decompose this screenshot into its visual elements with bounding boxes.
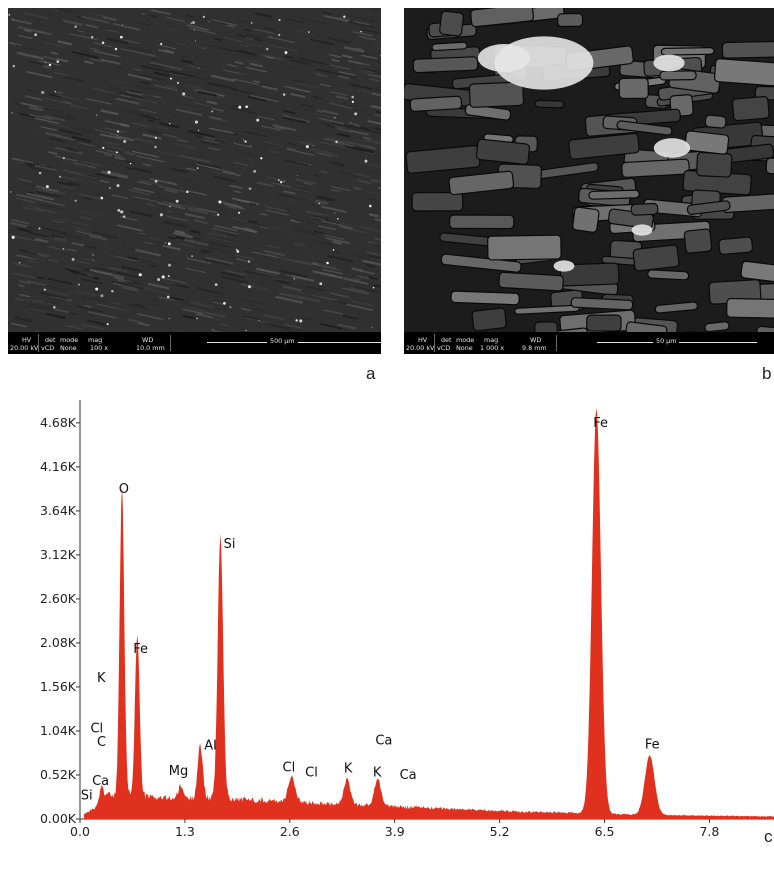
mode-column: mode None <box>456 336 474 352</box>
peak-label: Fe <box>645 738 660 753</box>
mode-value: None <box>60 344 77 352</box>
peak-label: O <box>119 482 129 497</box>
panel-label-a: a <box>366 364 376 383</box>
wd-header: WD <box>142 336 154 344</box>
det-header: det <box>441 336 452 344</box>
sem-panel-a: HV 20.00 kV det vCD mode None mag 100 x … <box>8 8 381 354</box>
peak-label: K <box>344 761 353 776</box>
y-tick-label: 1.04K <box>40 723 77 738</box>
hv-header: HV <box>22 336 32 344</box>
y-tick-label: 0.52K <box>40 767 77 782</box>
peak-label: Cl <box>305 766 318 781</box>
det-value: vCD <box>437 344 451 352</box>
mag-header: mag <box>88 336 103 344</box>
mode-header: mode <box>60 336 79 344</box>
mag-column: mag 100 x <box>84 336 108 352</box>
scale-bar: 50 µm <box>556 335 774 351</box>
det-header: det <box>45 336 56 344</box>
x-tick-label: 6.5 <box>595 824 615 839</box>
det-value: vCD <box>41 344 55 352</box>
sem-panel-b: HV 20.00 kV det vCD mode None mag 1 000 … <box>404 8 774 354</box>
peak-label: Ca <box>375 734 392 749</box>
hv-header: HV <box>418 336 428 344</box>
mag-column: mag 1 000 x <box>480 336 504 352</box>
y-tick-label: 3.64K <box>40 503 77 518</box>
peak-label: Cl <box>90 722 103 737</box>
mode-column: mode None <box>60 336 78 352</box>
det-column: det vCD <box>437 336 452 352</box>
peak-label: Si <box>81 789 93 804</box>
wd-header: WD <box>530 336 542 344</box>
scale-bar: 500 µm <box>170 335 381 351</box>
peak-label: Al <box>204 739 217 754</box>
sem-micrograph-b <box>404 8 774 332</box>
wd-column: WD 9.8 mm <box>522 336 547 352</box>
x-tick-label: 2.6 <box>280 824 300 839</box>
mag-value: 1 000 x <box>480 344 505 352</box>
peak-label: Ca <box>400 768 417 783</box>
scale-bar-label: 500 µm <box>267 337 298 345</box>
panel-label-b: b <box>762 364 772 383</box>
peak-label: Ca <box>92 774 109 789</box>
x-axis: 0.0 1.3 2.6 3.9 5.2 6.5 7.8 <box>70 818 774 839</box>
peak-label: K <box>373 766 382 781</box>
databar-divider <box>434 334 435 352</box>
peak-label: Fe <box>133 642 148 657</box>
peak-label: Mg <box>169 764 188 779</box>
x-tick-label: 5.2 <box>490 824 510 839</box>
y-tick-label: 4.68K <box>40 415 77 430</box>
eds-spectrum-chart: 0.00K 0.52K 1.04K 1.56K 2.08K 2.60K 3.12K 3.64K… <box>40 400 774 839</box>
x-tick-label: 3.9 <box>385 824 405 839</box>
peak-label: Si <box>224 537 236 552</box>
wd-value: 9.8 mm <box>522 344 547 352</box>
x-tick-label: 0.0 <box>70 824 90 839</box>
spectrum-area <box>84 408 774 819</box>
mag-value: 100 x <box>90 344 109 352</box>
wd-column: WD 10.0 mm <box>136 336 165 352</box>
det-column: det vCD <box>41 336 56 352</box>
peak-label: Cl <box>283 761 296 776</box>
sem-databar-b: HV 20.00 kV det vCD mode None mag 1 000 … <box>404 332 774 354</box>
y-tick-label: 0.00K <box>40 811 77 826</box>
mode-value: None <box>456 344 473 352</box>
hv-column: HV 20.00 kV <box>10 336 38 352</box>
peak-label: Fe <box>593 416 608 431</box>
peak-label: C <box>97 735 106 750</box>
y-tick-label: 1.56K <box>40 679 77 694</box>
sem-databar-a: HV 20.00 kV det vCD mode None mag 100 x … <box>8 332 381 354</box>
peak-label: K <box>97 671 106 686</box>
mode-header: mode <box>456 336 475 344</box>
y-axis: 0.00K 0.52K 1.04K 1.56K 2.08K 2.60K 3.12K 3.64K… <box>40 400 81 826</box>
hv-column: HV 20.00 kV <box>406 336 434 352</box>
x-tick-label: 7.8 <box>699 824 719 839</box>
y-tick-label: 3.12K <box>40 547 77 562</box>
x-tick-label: 1.3 <box>175 824 195 839</box>
databar-divider <box>38 334 39 352</box>
y-tick-label: 4.16K <box>40 459 77 474</box>
panel-label-c: c <box>764 827 773 846</box>
wd-value: 10.0 mm <box>136 344 165 352</box>
y-tick-label: 2.08K <box>40 635 77 650</box>
sem-micrograph-a <box>8 8 381 332</box>
mag-header: mag <box>484 336 499 344</box>
scale-bar-label: 50 µm <box>653 337 680 345</box>
y-tick-label: 2.60K <box>40 591 77 606</box>
hv-value: 20.00 kV <box>10 344 39 352</box>
hv-value: 20.00 kV <box>406 344 435 352</box>
